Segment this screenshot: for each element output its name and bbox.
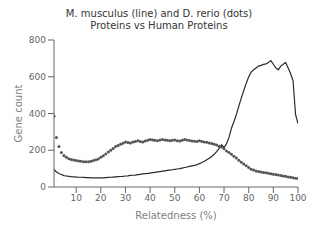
svg-text:800: 800: [29, 35, 46, 45]
svg-text:30: 30: [120, 193, 132, 203]
svg-text:10: 10: [70, 193, 82, 203]
svg-text:60: 60: [194, 193, 206, 203]
svg-text:20: 20: [95, 193, 107, 203]
svg-text:600: 600: [29, 72, 46, 82]
svg-text:40: 40: [144, 193, 156, 203]
svg-text:Relatedness (%): Relatedness (%): [135, 210, 216, 221]
svg-text:Gene count: Gene count: [13, 85, 24, 143]
svg-text:0: 0: [40, 182, 46, 192]
svg-text:50: 50: [169, 193, 181, 203]
svg-text:400: 400: [29, 109, 46, 119]
svg-text:200: 200: [29, 145, 46, 155]
svg-text:70: 70: [218, 193, 230, 203]
svg-text:80: 80: [243, 193, 255, 203]
html-text:Proteins vs Human Proteins: Proteins vs Human Proteins: [90, 20, 228, 31]
html-text:M. musculus (line) and D. reri: M. musculus (line) and D. rerio (dots): [65, 8, 253, 19]
svg-text:90: 90: [268, 193, 280, 203]
svg-text:100: 100: [289, 193, 306, 203]
